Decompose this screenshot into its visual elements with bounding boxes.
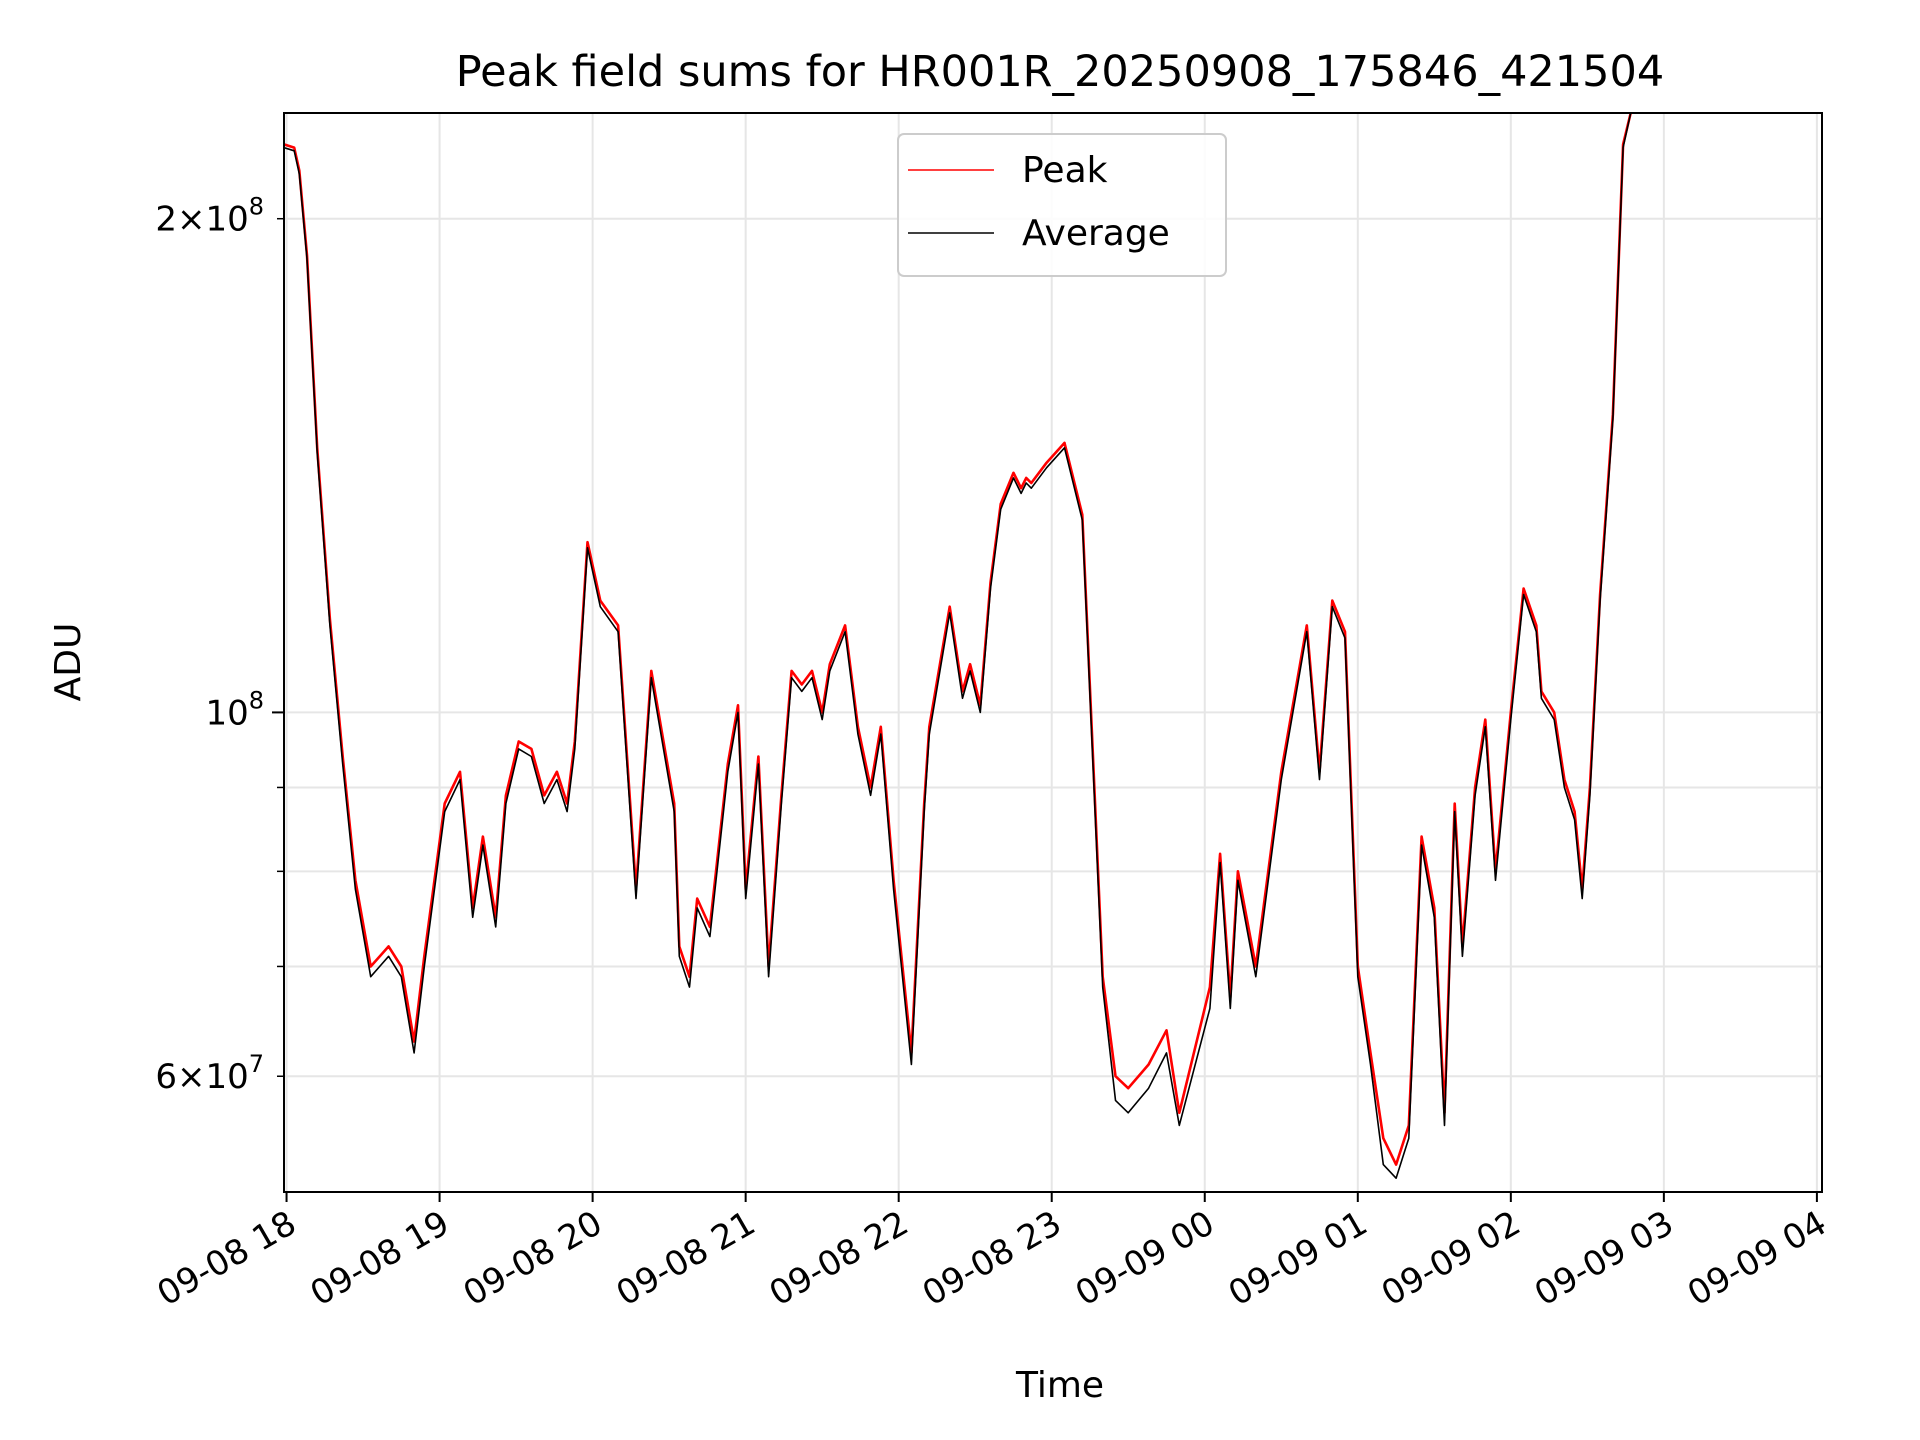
series-layer <box>284 113 1632 1179</box>
x-axis-label: Time <box>1015 1365 1104 1406</box>
legend: Peak Average <box>897 133 1227 277</box>
legend-label-peak: Peak <box>1022 150 1108 191</box>
plot-frame <box>283 112 1823 1193</box>
y-axis-label: ADU <box>48 623 89 702</box>
y-tick-label: 6×107 <box>155 1050 264 1097</box>
legend-label-average: Average <box>1022 213 1170 254</box>
y-tick-label: 2×108 <box>155 193 264 240</box>
chart-title: Peak field sums for HR001R_20250908_1758… <box>456 47 1664 97</box>
series-line-average <box>284 113 1632 1179</box>
